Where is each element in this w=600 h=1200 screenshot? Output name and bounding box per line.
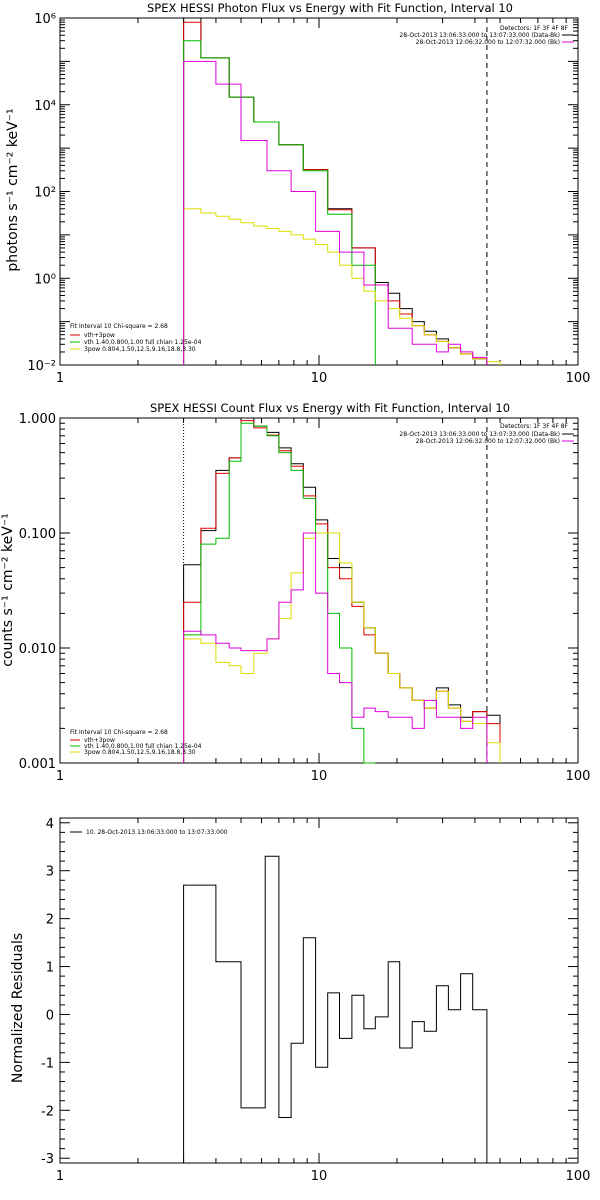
series-residuals: [183, 855, 488, 1163]
photon-legend-fit-header: Fit Interval 10 Chi-square = 2.68: [70, 323, 168, 330]
residuals-plot-frame: [59, 817, 579, 1164]
x-tick-label: 10: [311, 1169, 328, 1184]
series-vth: [183, 422, 376, 764]
y-tick-label: 0.010: [19, 642, 56, 657]
series-vth: [183, 40, 376, 365]
y-tick-label: 10⁻²: [27, 359, 56, 374]
residuals-series-group: [183, 855, 488, 1163]
y-tick-label: -3: [41, 1152, 54, 1167]
series-3pow: [183, 208, 501, 365]
photon-flux-panel: SPEX HESSI Photon Flux vs Energy with Fi…: [5, 1, 590, 386]
photon-legend-detectors: Detectors: 1F 3F 4F 8F: [500, 25, 569, 32]
y-tick-label: 0: [46, 1008, 54, 1023]
photon-legend-3pow: 3pow 0.804,1.50,12.5,9.16,18.8,3.30: [84, 346, 196, 353]
x-tick-label: 100: [566, 769, 591, 784]
series-vth-3pow: [183, 420, 501, 763]
count-legend-fit-header: Fit Interval 10 Chi-square = 2.68: [70, 729, 168, 736]
series-data-bk: [183, 417, 501, 763]
x-tick-label: 1: [56, 1169, 64, 1184]
count-legend-vth: vth 1.40,0.800,1.00 full chian 1.25e-04: [84, 743, 202, 750]
series-bk: [183, 60, 488, 365]
photon-legend-bk-interval: 28-Oct-2013 12:06:32.000 to 12:07:32.000…: [416, 39, 560, 46]
y-tick-label: 4: [46, 817, 54, 832]
x-tick-label: 10: [311, 371, 328, 386]
x-tick-label: 1: [56, 371, 64, 386]
y-tick-label: -2: [41, 1104, 54, 1119]
y-tick-label: 3: [46, 865, 54, 880]
photon-y-axis-label: photons s⁻¹ cm⁻² keV⁻¹: [5, 108, 21, 271]
count-legend-detectors: Detectors: 1F 3F 4F 8F: [500, 423, 569, 430]
photon-axis-ticks: 1 10 100 10⁶ 10⁴ 10² 10⁰ 10⁻²: [27, 12, 590, 386]
residuals-legend: 10. 28-Oct-2013 13:06:33.000 to 13:07:33…: [86, 829, 228, 836]
count-y-axis-label: counts s⁻¹ cm⁻² keV⁻¹: [0, 513, 16, 667]
photon-legend-total: vth+3pow: [84, 332, 115, 339]
count-plot-frame: [59, 417, 579, 764]
y-tick-label: 1: [46, 961, 54, 976]
count-legend-bk-interval: 28-Oct-2013 12:06:32.000 to 12:07:32.000…: [416, 438, 560, 445]
y-tick-label: 0.001: [19, 757, 56, 772]
photon-chart-title: SPEX HESSI Photon Flux vs Energy with Fi…: [147, 1, 513, 15]
series-bk: [183, 532, 488, 763]
series-3pow: [183, 532, 501, 763]
y-tick-label: 1.000: [19, 412, 56, 427]
residuals-y-axis-label: Normalized Residuals: [10, 933, 26, 1083]
count-axis-ticks: 1 10 100 1.000 0.100 0.010 0.001: [19, 412, 591, 784]
x-tick-label: 1: [56, 769, 64, 784]
y-tick-label: 10⁰: [34, 272, 56, 287]
x-tick-label: 10: [311, 769, 328, 784]
x-tick-label: 100: [566, 371, 591, 386]
count-legend-3pow: 3pow 0.804,1.50,12.5,9.16,18.8,3.30: [84, 749, 196, 756]
y-tick-label: 10⁶: [34, 12, 56, 27]
y-tick-label: 2: [46, 913, 54, 928]
count-legend-total: vth+3pow: [84, 737, 115, 744]
y-tick-label: 10⁴: [34, 99, 56, 114]
count-series-group: [183, 417, 501, 764]
count-flux-panel: SPEX HESSI Count Flux vs Energy with Fit…: [0, 401, 590, 784]
y-tick-label: -1: [41, 1056, 54, 1071]
count-legend-data-interval: 28-Oct-2013 13:06:33.000 to 13:07:33.000…: [399, 431, 560, 438]
photon-series-group: [183, 17, 501, 365]
count-chart-title: SPEX HESSI Count Flux vs Energy with Fit…: [150, 401, 510, 415]
photon-legend-data-interval: 28-Oct-2013 13:06:33.000 to 13:07:33.000…: [399, 32, 560, 39]
y-tick-label: 0.100: [19, 527, 56, 542]
photon-plot-frame: [59, 17, 579, 366]
x-tick-label: 100: [566, 1169, 591, 1184]
y-tick-label: 10²: [34, 186, 56, 201]
photon-legend-vth: vth 1.40,0.800,1.00 full chian 1.25e-04: [84, 339, 202, 346]
